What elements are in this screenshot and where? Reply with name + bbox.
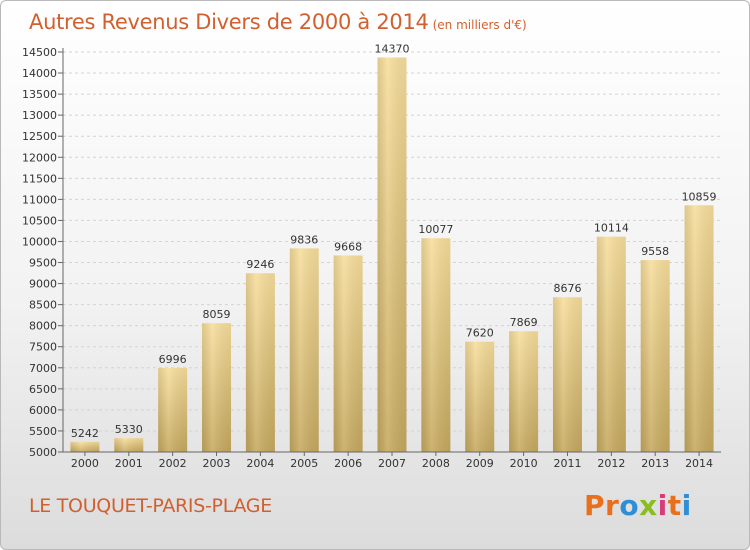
- y-tick-label: 13000: [22, 109, 57, 122]
- bar-shade: [684, 205, 714, 452]
- value-label: 7869: [510, 316, 538, 329]
- commune-name: LE TOUQUET-PARIS-PLAGE: [29, 495, 272, 517]
- logo-letter: x: [639, 489, 658, 522]
- bar-shade: [245, 273, 275, 452]
- y-tick-label: 8000: [29, 320, 57, 333]
- value-label: 10114: [594, 222, 629, 235]
- y-axis: 5000 5500 6000 6500 7000 7500 8000 8500 9000 9500…: [22, 46, 64, 459]
- x-tick-label: 2010: [510, 457, 538, 470]
- value-label: 8676: [553, 282, 581, 295]
- y-tick-label: 10000: [22, 235, 57, 248]
- bar-shade: [421, 238, 451, 452]
- y-tick-label: 12500: [22, 130, 57, 143]
- x-tick-label: 2004: [246, 457, 274, 470]
- value-label: 10077: [418, 223, 453, 236]
- bar-shade: [114, 438, 144, 452]
- bar-shade: [596, 236, 626, 452]
- y-tick-label: 7000: [29, 362, 57, 375]
- x-tick-label: 2008: [422, 457, 450, 470]
- logo-letter: i: [657, 489, 668, 522]
- value-label: 14370: [375, 42, 410, 55]
- x-tick-label: 2000: [71, 457, 99, 470]
- x-tick-label: 2014: [685, 457, 713, 470]
- x-tick-label: 2003: [203, 457, 231, 470]
- y-tick-label: 6500: [29, 383, 57, 396]
- proxiti-logo[interactable]: Proxiti: [584, 489, 692, 522]
- y-tick-label: 8500: [29, 299, 57, 312]
- chart-title: Autres Revenus Divers de 2000 à 2014 (en …: [29, 10, 527, 34]
- value-label: 9668: [334, 240, 362, 253]
- logo-letter: t: [667, 489, 682, 522]
- x-tick-label: 2011: [553, 457, 581, 470]
- logo-letter: P: [584, 489, 606, 522]
- bar-shade: [509, 331, 539, 452]
- x-tick-label: 2012: [597, 457, 625, 470]
- bar-shade: [289, 248, 319, 452]
- y-tick-label: 13500: [22, 88, 57, 101]
- logo-letter: r: [605, 489, 620, 522]
- value-label: 6996: [159, 353, 187, 366]
- chart-subtitle: (en milliers d'€): [432, 18, 527, 32]
- bar-shade: [202, 323, 232, 452]
- value-label: 9836: [290, 233, 318, 246]
- value-label: 5242: [71, 427, 99, 440]
- y-tick-label: 11000: [22, 193, 57, 206]
- value-label: 10859: [682, 190, 717, 203]
- y-tick-label: 5500: [29, 425, 57, 438]
- x-tick-label: 2005: [290, 457, 318, 470]
- bar-shade: [158, 367, 188, 452]
- logo-letter: i: [681, 489, 692, 522]
- bars: 5242 5330 6996 8059 9246 9836 9668 14370 10077 76…: [70, 42, 717, 452]
- x-tick-label: 2013: [641, 457, 669, 470]
- x-tick-label: 2006: [334, 457, 362, 470]
- value-label: 7620: [466, 327, 494, 340]
- x-tick-label: 2007: [378, 457, 406, 470]
- bar-shade: [333, 255, 363, 452]
- y-tick-label: 5000: [29, 446, 57, 459]
- y-tick-label: 10500: [22, 214, 57, 227]
- value-label: 9246: [246, 258, 274, 271]
- value-label: 9558: [641, 245, 669, 258]
- x-tick-label: 2009: [466, 457, 494, 470]
- bar-shade: [640, 260, 670, 452]
- y-tick-label: 6000: [29, 404, 57, 417]
- value-label: 8059: [203, 308, 231, 321]
- y-tick-label: 12000: [22, 151, 57, 164]
- x-axis: 2000 2001 2002 2003 2004 2005 2006 2007 2008 2009…: [63, 451, 721, 470]
- y-tick-label: 14500: [22, 46, 57, 59]
- x-tick-label: 2001: [115, 457, 143, 470]
- y-tick-label: 9000: [29, 278, 57, 291]
- logo-letter: o: [619, 489, 640, 522]
- y-tick-label: 14000: [22, 67, 57, 80]
- bar-shade: [552, 297, 582, 452]
- y-tick-label: 11500: [22, 172, 57, 185]
- bar-shade: [465, 341, 495, 452]
- bar-shade: [70, 441, 100, 452]
- value-label: 5330: [115, 423, 143, 436]
- bar-shade: [377, 57, 407, 452]
- x-tick-label: 2002: [159, 457, 187, 470]
- y-tick-label: 9500: [29, 257, 57, 270]
- y-tick-label: 7500: [29, 341, 57, 354]
- chart-title-text: Autres Revenus Divers de 2000 à 2014: [29, 10, 429, 34]
